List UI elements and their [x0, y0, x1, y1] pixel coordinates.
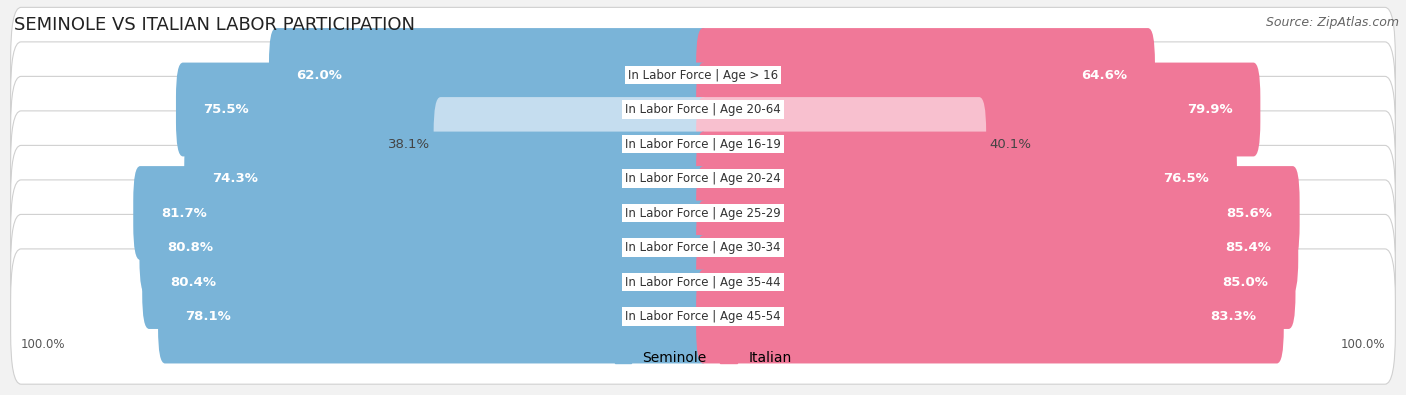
Text: 75.5%: 75.5% [204, 103, 249, 116]
Text: In Labor Force | Age 20-64: In Labor Force | Age 20-64 [626, 103, 780, 116]
FancyBboxPatch shape [157, 270, 710, 363]
Text: 83.3%: 83.3% [1211, 310, 1256, 323]
Text: In Labor Force | Age 45-54: In Labor Force | Age 45-54 [626, 310, 780, 323]
FancyBboxPatch shape [184, 132, 710, 226]
Text: 100.0%: 100.0% [21, 339, 66, 351]
FancyBboxPatch shape [11, 111, 1395, 246]
FancyBboxPatch shape [11, 42, 1395, 177]
Text: 78.1%: 78.1% [186, 310, 232, 323]
Text: 85.6%: 85.6% [1226, 207, 1272, 220]
Text: 85.4%: 85.4% [1225, 241, 1271, 254]
FancyBboxPatch shape [142, 235, 710, 329]
FancyBboxPatch shape [134, 166, 710, 260]
Text: 38.1%: 38.1% [388, 137, 430, 150]
Text: In Labor Force | Age 25-29: In Labor Force | Age 25-29 [626, 207, 780, 220]
FancyBboxPatch shape [696, 166, 1299, 260]
FancyBboxPatch shape [433, 97, 710, 191]
FancyBboxPatch shape [696, 132, 1237, 226]
FancyBboxPatch shape [11, 76, 1395, 212]
Text: In Labor Force | Age 16-19: In Labor Force | Age 16-19 [626, 137, 780, 150]
Text: In Labor Force | Age 20-24: In Labor Force | Age 20-24 [626, 172, 780, 185]
FancyBboxPatch shape [696, 97, 986, 191]
Text: 81.7%: 81.7% [160, 207, 207, 220]
FancyBboxPatch shape [11, 249, 1395, 384]
Text: 100.0%: 100.0% [1340, 339, 1385, 351]
Text: 80.8%: 80.8% [167, 241, 212, 254]
Text: In Labor Force | Age 30-34: In Labor Force | Age 30-34 [626, 241, 780, 254]
FancyBboxPatch shape [11, 8, 1395, 143]
Text: 62.0%: 62.0% [297, 68, 343, 81]
FancyBboxPatch shape [696, 201, 1298, 294]
FancyBboxPatch shape [11, 180, 1395, 315]
Text: 80.4%: 80.4% [170, 276, 215, 288]
Text: SEMINOLE VS ITALIAN LABOR PARTICIPATION: SEMINOLE VS ITALIAN LABOR PARTICIPATION [14, 16, 415, 34]
FancyBboxPatch shape [696, 270, 1284, 363]
Legend: Seminole, Italian: Seminole, Italian [614, 351, 792, 365]
Text: 40.1%: 40.1% [990, 137, 1032, 150]
FancyBboxPatch shape [696, 28, 1154, 122]
Text: 79.9%: 79.9% [1187, 103, 1233, 116]
FancyBboxPatch shape [696, 235, 1295, 329]
FancyBboxPatch shape [176, 62, 710, 156]
Text: 74.3%: 74.3% [212, 172, 257, 185]
Text: In Labor Force | Age > 16: In Labor Force | Age > 16 [628, 68, 778, 81]
FancyBboxPatch shape [269, 28, 710, 122]
FancyBboxPatch shape [696, 62, 1260, 156]
FancyBboxPatch shape [139, 201, 710, 294]
Text: 85.0%: 85.0% [1222, 276, 1268, 288]
Text: Source: ZipAtlas.com: Source: ZipAtlas.com [1265, 16, 1399, 29]
Text: 76.5%: 76.5% [1164, 172, 1209, 185]
Text: 64.6%: 64.6% [1081, 68, 1128, 81]
FancyBboxPatch shape [11, 145, 1395, 281]
Text: In Labor Force | Age 35-44: In Labor Force | Age 35-44 [626, 276, 780, 288]
FancyBboxPatch shape [11, 214, 1395, 350]
